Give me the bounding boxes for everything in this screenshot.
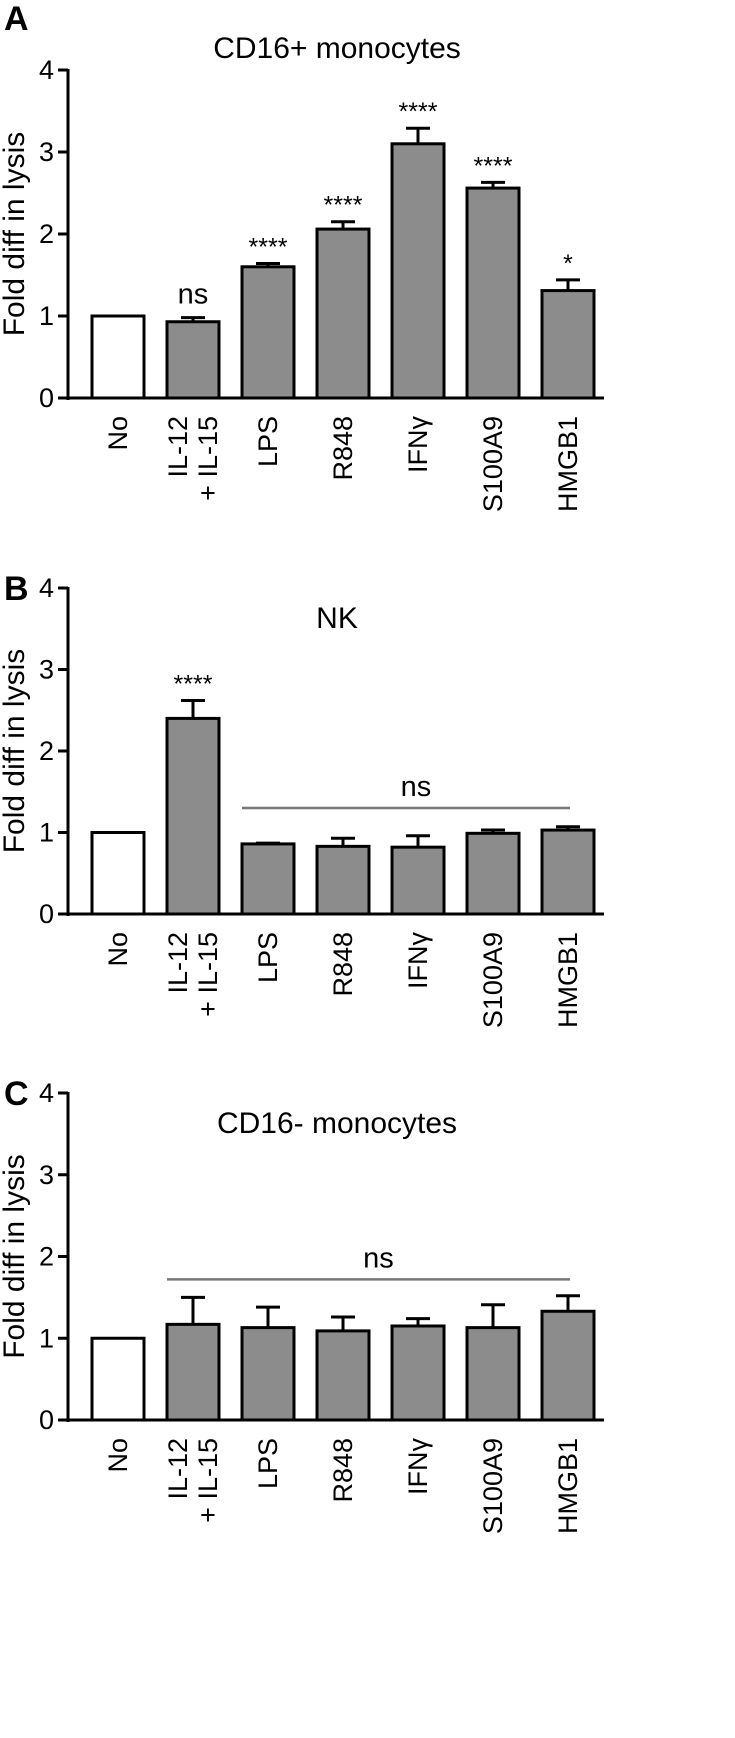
bar — [390, 142, 446, 400]
chart-title: CD16+ monocytes — [213, 32, 461, 65]
significance-label: **** — [474, 152, 513, 180]
x-tick-label: IFNγ — [403, 1438, 433, 1495]
y-tick-label: 4 — [39, 1078, 54, 1108]
x-tick-label: S100A9 — [478, 932, 508, 1028]
x-tick-label: + IL-15 — [193, 932, 223, 1017]
chart-title: NK — [316, 602, 358, 635]
y-tick-label: 4 — [39, 55, 54, 85]
bar — [540, 289, 596, 400]
y-tick-label: 4 — [39, 573, 54, 603]
bar — [540, 828, 596, 916]
bar — [390, 845, 446, 916]
x-tick-label: LPS — [253, 416, 283, 467]
panel-letter: C — [4, 1075, 29, 1113]
x-tick-label: + IL-15 — [193, 416, 223, 501]
chart-title: CD16- monocytes — [217, 1107, 457, 1140]
x-tick-label: IL-12 — [163, 416, 193, 478]
x-tick-label: + IL-15 — [193, 1438, 223, 1523]
significance-label: **** — [249, 234, 288, 262]
y-axis-label: Fold diff in lysis — [0, 132, 31, 337]
x-tick-label: LPS — [253, 1438, 283, 1489]
bar — [240, 842, 296, 916]
x-tick-label: R848 — [328, 1438, 358, 1503]
panel-letter: A — [4, 0, 29, 38]
x-tick-label: No — [103, 416, 133, 451]
x-tick-label: S100A9 — [478, 416, 508, 512]
bar — [90, 1336, 146, 1422]
bar — [465, 186, 521, 400]
y-tick-label: 2 — [39, 219, 54, 249]
y-tick-label: 1 — [39, 1323, 54, 1353]
chart-panel-c: C CD16- monocytes Fold diff in lysis 0 1 2 3 4 N… — [0, 1075, 604, 1534]
bar — [240, 265, 296, 400]
y-tick-label: 3 — [39, 137, 54, 167]
x-tick-label: IL-12 — [163, 1438, 193, 1500]
x-tick-label: IL-12 — [163, 932, 193, 994]
bar — [165, 716, 221, 916]
panel-letter: B — [4, 570, 29, 608]
y-tick-label: 1 — [39, 301, 54, 331]
chart-panel-a: A CD16+ monocytes Fold diff in lysis 0 1 2 3 4 N… — [0, 0, 604, 512]
x-tick-label: IFNγ — [403, 416, 433, 473]
x-tick-label: R848 — [328, 416, 358, 481]
bar — [90, 314, 146, 400]
y-axis-label: Fold diff in lysis — [0, 649, 31, 854]
bar — [315, 844, 371, 916]
x-tick-label: S100A9 — [478, 1438, 508, 1534]
y-tick-label: 3 — [39, 1160, 54, 1190]
x-tick-label: No — [103, 1438, 133, 1473]
bar — [540, 1309, 596, 1422]
significance-label: ns — [178, 279, 209, 311]
y-tick-label: 2 — [39, 1242, 54, 1272]
y-tick-label: 3 — [39, 655, 54, 685]
x-tick-label: HMGB1 — [553, 416, 583, 512]
x-tick-label: HMGB1 — [553, 932, 583, 1028]
x-tick-label: No — [103, 932, 133, 967]
significance-label: **** — [399, 98, 438, 126]
significance-label: **** — [174, 670, 213, 698]
group-significance-label: ns — [363, 1242, 394, 1274]
y-tick-label: 2 — [39, 736, 54, 766]
bar — [465, 1326, 521, 1422]
bar — [90, 831, 146, 916]
group-significance-label: ns — [401, 771, 432, 803]
bar — [240, 1326, 296, 1422]
chart-panel-b: B NK Fold diff in lysis 0 1 2 3 4 No **** IL-12 + I… — [0, 570, 604, 1028]
bar — [315, 227, 371, 400]
x-tick-label: HMGB1 — [553, 1438, 583, 1534]
bar — [165, 1322, 221, 1422]
bar — [165, 320, 221, 400]
significance-label: * — [563, 250, 573, 278]
x-tick-label: IFNγ — [403, 932, 433, 989]
bar — [390, 1324, 446, 1422]
y-tick-label: 0 — [39, 899, 54, 929]
bar — [465, 831, 521, 916]
y-tick-label: 0 — [39, 383, 54, 413]
y-axis-label: Fold diff in lysis — [0, 1154, 31, 1359]
y-tick-label: 1 — [39, 818, 54, 848]
bar — [315, 1329, 371, 1422]
x-tick-label: R848 — [328, 932, 358, 997]
y-tick-label: 0 — [39, 1405, 54, 1435]
significance-label: **** — [324, 192, 363, 220]
x-tick-label: LPS — [253, 932, 283, 983]
